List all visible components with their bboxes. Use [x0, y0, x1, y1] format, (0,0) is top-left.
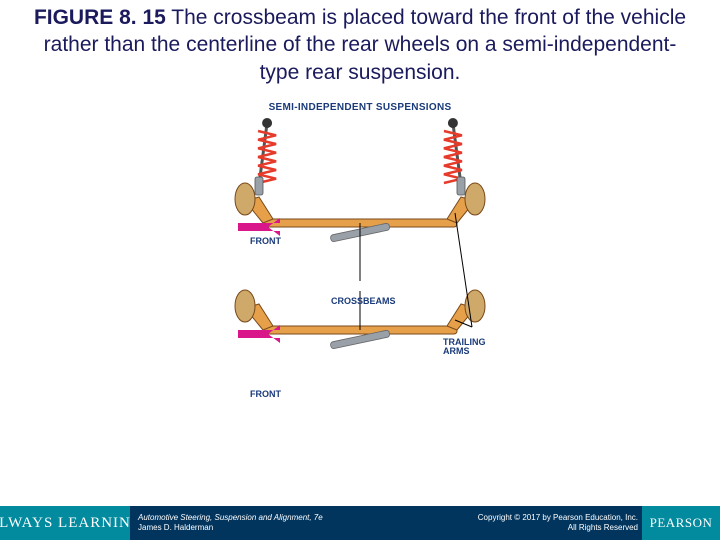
diagram-title: SEMI-INDEPENDENT SUSPENSIONS — [0, 102, 720, 113]
footer-bar: ALWAYS LEARNING Automotive Steering, Sus… — [0, 506, 720, 540]
copyright-line2: All Rights Reserved — [568, 523, 638, 533]
pearson-logo: PEARSON — [642, 506, 720, 540]
footer-copyright: Copyright © 2017 by Pearson Education, I… — [402, 506, 642, 540]
label-trailing-arms: TRAILING ARMS — [443, 338, 486, 357]
figure-label: FIGURE 8. 15 — [34, 6, 166, 29]
book-title: Automotive Steering, Suspension and Alig… — [138, 513, 402, 523]
always-learning-badge: ALWAYS LEARNING — [0, 506, 130, 540]
label-crossbeams: CROSSBEAMS — [331, 296, 396, 306]
figure-caption: FIGURE 8. 15 The crossbeam is placed tow… — [0, 0, 720, 94]
label-front-lower: FRONT — [250, 389, 281, 399]
suspension-diagram — [180, 113, 540, 413]
copyright-line1: Copyright © 2017 by Pearson Education, I… — [478, 513, 638, 523]
footer-book-info: Automotive Steering, Suspension and Alig… — [130, 506, 402, 540]
book-author: James D. Halderman — [138, 523, 402, 533]
label-front-upper: FRONT — [250, 236, 281, 246]
diagram-area: FRONT FRONT CROSSBEAMS TRAILING ARMS — [0, 113, 720, 423]
